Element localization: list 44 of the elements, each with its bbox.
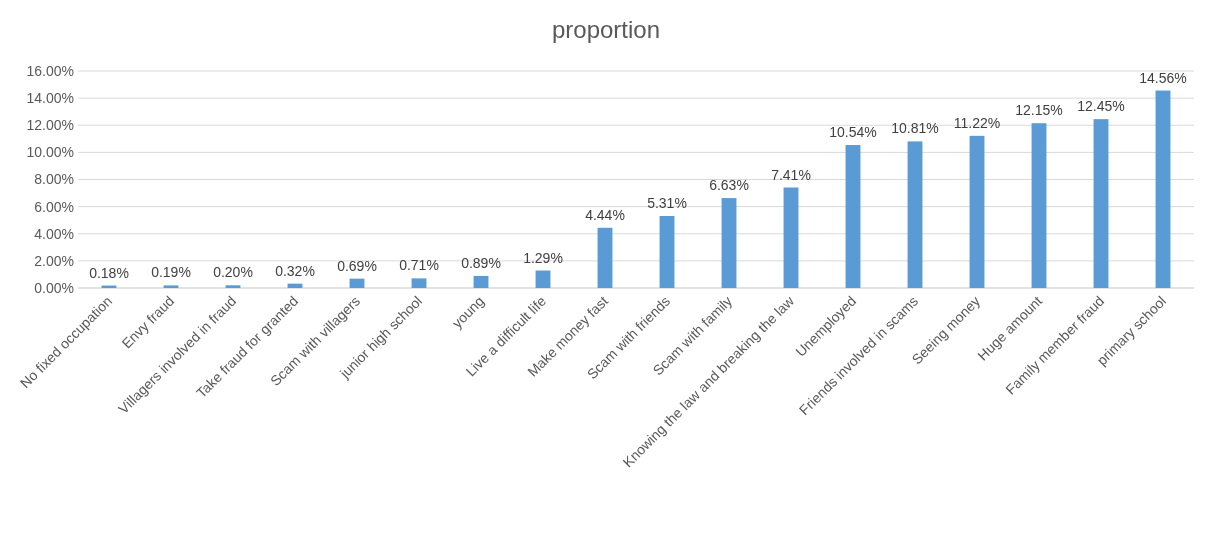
bar [721, 198, 737, 288]
data-label: 10.81% [891, 120, 939, 137]
data-label: 7.41% [771, 166, 811, 183]
bar [1155, 90, 1171, 288]
bar [1031, 123, 1047, 288]
bar [659, 215, 675, 288]
data-label: 6.63% [709, 177, 749, 194]
bar [969, 135, 985, 288]
y-tick-label: 6.00% [34, 198, 74, 215]
data-label: 0.19% [151, 264, 191, 281]
y-tick-label: 2.00% [34, 252, 74, 269]
bar [163, 285, 179, 288]
bar [535, 270, 551, 288]
y-tick-label: 4.00% [34, 225, 74, 242]
chart-title: proportion [551, 16, 661, 43]
data-label: 4.44% [585, 206, 625, 223]
y-tick-label: 14.00% [26, 90, 74, 107]
data-label: 0.18% [89, 264, 129, 281]
bar [783, 187, 799, 288]
y-tick-label: 10.00% [26, 144, 74, 161]
bar [1093, 119, 1109, 288]
bar [349, 278, 365, 288]
data-label: 0.20% [213, 264, 253, 281]
data-label: 0.32% [275, 262, 315, 279]
y-tick-label: 16.00% [26, 62, 74, 79]
data-label: 1.29% [523, 249, 563, 266]
data-label: 10.54% [829, 124, 877, 141]
bar [225, 285, 241, 288]
bar [597, 227, 613, 288]
data-label: 0.71% [399, 257, 439, 274]
data-label: 0.69% [337, 257, 377, 274]
y-tick-label: 12.00% [26, 117, 74, 134]
bar [845, 145, 861, 288]
y-tick-label: 0.00% [34, 279, 74, 296]
bar [411, 278, 427, 288]
data-label: 12.15% [1015, 102, 1063, 119]
data-label: 12.45% [1077, 98, 1125, 115]
data-label: 0.89% [461, 254, 501, 271]
data-label: 11.22% [953, 114, 1001, 131]
bar [473, 275, 489, 288]
y-tick-label: 8.00% [34, 171, 74, 188]
data-label: 14.56% [1139, 69, 1187, 86]
bar [907, 141, 923, 288]
data-label: 5.31% [647, 194, 687, 211]
